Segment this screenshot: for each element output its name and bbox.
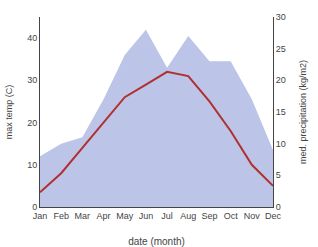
svg-text:0: 0 [32, 202, 37, 212]
svg-text:Dec: Dec [265, 211, 282, 221]
svg-text:Nov: Nov [244, 211, 261, 221]
svg-text:Jun: Jun [139, 211, 154, 221]
svg-text:date (month): date (month) [128, 236, 185, 247]
svg-text:40: 40 [27, 33, 37, 43]
svg-text:30: 30 [27, 75, 37, 85]
svg-text:Apr: Apr [97, 211, 111, 221]
svg-text:Oct: Oct [224, 211, 239, 221]
svg-text:May: May [116, 211, 134, 221]
svg-text:10: 10 [27, 160, 37, 170]
svg-text:Jul: Jul [161, 211, 173, 221]
svg-text:15: 15 [276, 107, 286, 117]
svg-text:5: 5 [276, 170, 281, 180]
svg-text:Feb: Feb [53, 211, 69, 221]
svg-text:0: 0 [276, 202, 281, 212]
svg-text:Jan: Jan [33, 211, 48, 221]
svg-text:Sep: Sep [201, 211, 217, 221]
svg-text:Mar: Mar [75, 211, 91, 221]
svg-text:30: 30 [276, 12, 286, 22]
svg-text:med. precipitation (kg/m2): med. precipitation (kg/m2) [298, 60, 308, 164]
svg-text:Aug: Aug [180, 211, 196, 221]
svg-text:20: 20 [276, 75, 286, 85]
svg-text:20: 20 [27, 118, 37, 128]
svg-text:25: 25 [276, 44, 286, 54]
svg-text:max temp (C): max temp (C) [4, 85, 14, 140]
svg-text:10: 10 [276, 139, 286, 149]
